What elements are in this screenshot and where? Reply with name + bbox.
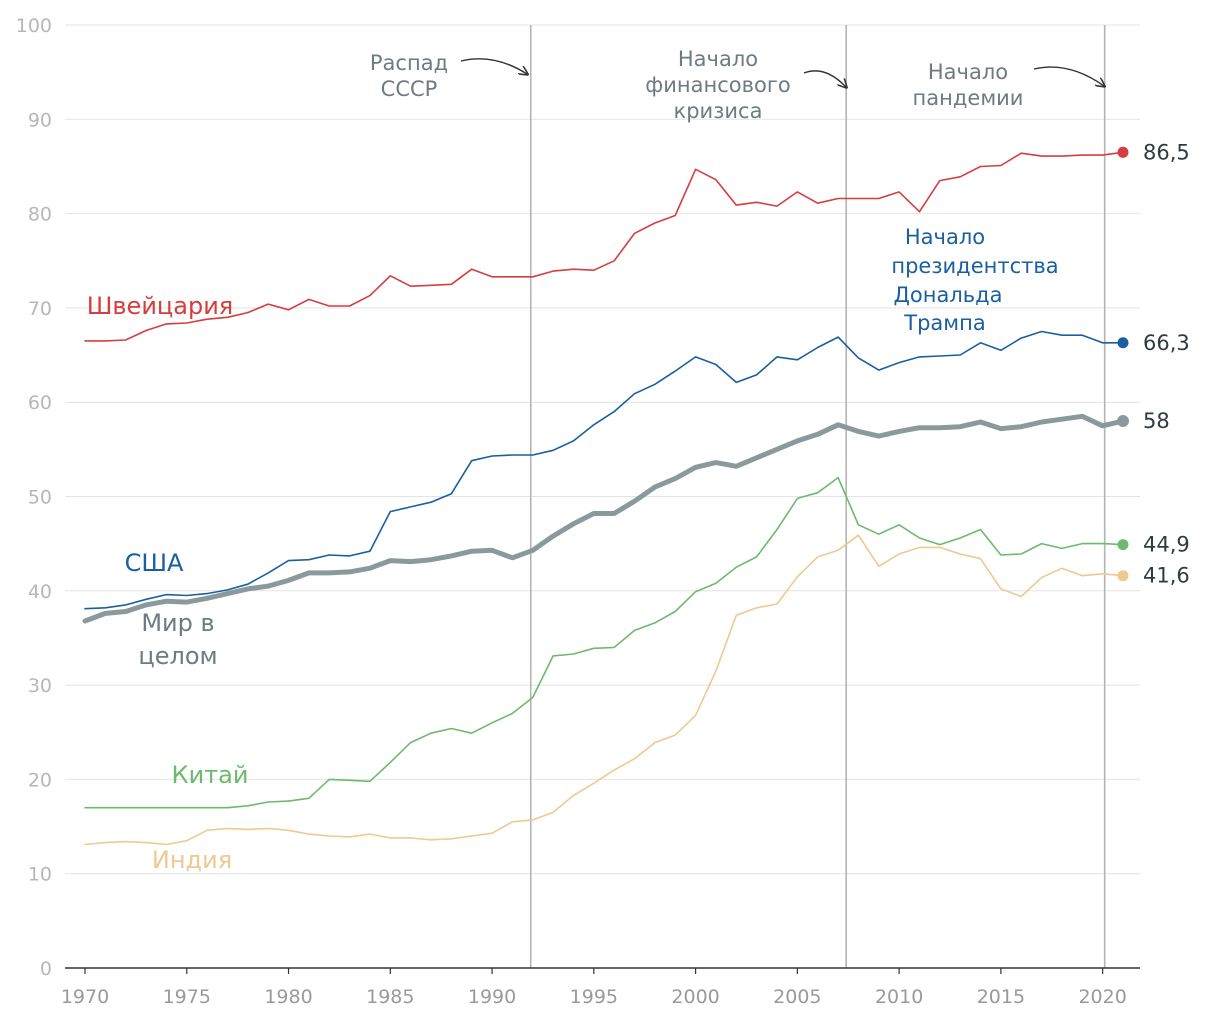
- series-name-label: Мир в: [141, 609, 214, 637]
- event-arrow: [460, 58, 527, 74]
- event-label-line: пандемии: [913, 86, 1024, 110]
- y-tick-label: 100: [16, 15, 52, 37]
- y-tick-label: 0: [40, 958, 52, 980]
- series-end-marker: [1117, 570, 1129, 582]
- series-end-marker: [1117, 539, 1129, 551]
- y-tick-label: 50: [28, 487, 52, 509]
- event-layer: РаспадСССРНачалофинансовогокризисаНачало…: [370, 25, 1105, 968]
- series-end-marker: [1117, 146, 1129, 158]
- trump-annotation-line: Начало: [905, 225, 985, 249]
- grid-layer: [65, 24, 1140, 875]
- event-label-line: СССР: [381, 77, 438, 101]
- y-tick-label: 80: [28, 204, 52, 226]
- trump-annotation-line: президентства: [891, 254, 1058, 278]
- series-layer: [82, 146, 1129, 846]
- x-tick-label: 2005: [773, 986, 821, 1008]
- series-name-label: США: [125, 549, 184, 577]
- event-arrow: [803, 70, 846, 87]
- event-label-line: кризиса: [674, 99, 763, 123]
- x-tick-label: 1980: [264, 986, 312, 1008]
- series-line: [84, 534, 1124, 846]
- y-tick-label: 20: [28, 769, 52, 791]
- series-end-label: 58: [1143, 409, 1170, 433]
- y-tick-label: 60: [28, 392, 52, 414]
- event-label-line: Распад: [370, 51, 448, 75]
- series-end-label: 66,3: [1143, 331, 1190, 355]
- series-end-marker: [1117, 415, 1129, 428]
- series-name-label: целом: [138, 642, 217, 670]
- x-tick-label: 2015: [977, 986, 1025, 1008]
- y-tick-label: 40: [28, 581, 52, 603]
- event-label-line: финансового: [645, 73, 790, 97]
- series-end-label: 86,5: [1143, 140, 1190, 164]
- event-label-line: Начало: [928, 60, 1008, 84]
- y-tick-label: 70: [28, 298, 52, 320]
- x-tick-label: 1970: [61, 986, 109, 1008]
- series-end-label: 41,6: [1143, 564, 1190, 588]
- x-tick-label: 2020: [1078, 986, 1126, 1008]
- series-line: [82, 413, 1126, 624]
- trump-annotation-line: Дональда: [893, 283, 1002, 307]
- axis-layer: 0 10 20 30 40 50 60 70 80 90 100 1970 1975 1980 1985 19…: [16, 15, 1140, 1008]
- event-label-line: Начало: [678, 47, 758, 71]
- series-line: [84, 151, 1124, 342]
- x-tick-label: 1975: [163, 986, 211, 1008]
- trump-annotation-line: Трампа: [903, 311, 985, 335]
- series-name-label: Индия: [152, 846, 232, 874]
- series-name-label: Китай: [172, 761, 249, 789]
- trump-annotation: Начало президентства Дональда Трампа: [891, 225, 1058, 335]
- label-layer: 41,6 Индия 44,9 Китай 86,5 Швейцария 66,3 США 58…: [87, 140, 1190, 874]
- x-tick-label: 1990: [468, 986, 516, 1008]
- y-tick-label: 10: [28, 864, 52, 886]
- x-tick-label: 1985: [366, 986, 414, 1008]
- series-line: [84, 330, 1124, 610]
- y-tick-label: 30: [28, 675, 52, 697]
- series-line: [84, 476, 1124, 809]
- x-tick-label: 1995: [570, 986, 618, 1008]
- series-name-label: Швейцария: [87, 292, 233, 320]
- y-tick-label: 90: [28, 109, 52, 131]
- event-arrow: [1033, 66, 1104, 86]
- series-end-label: 44,9: [1143, 533, 1190, 557]
- series-end-marker: [1117, 337, 1129, 349]
- x-tick-label: 2000: [671, 986, 719, 1008]
- x-tick-label: 2010: [875, 986, 923, 1008]
